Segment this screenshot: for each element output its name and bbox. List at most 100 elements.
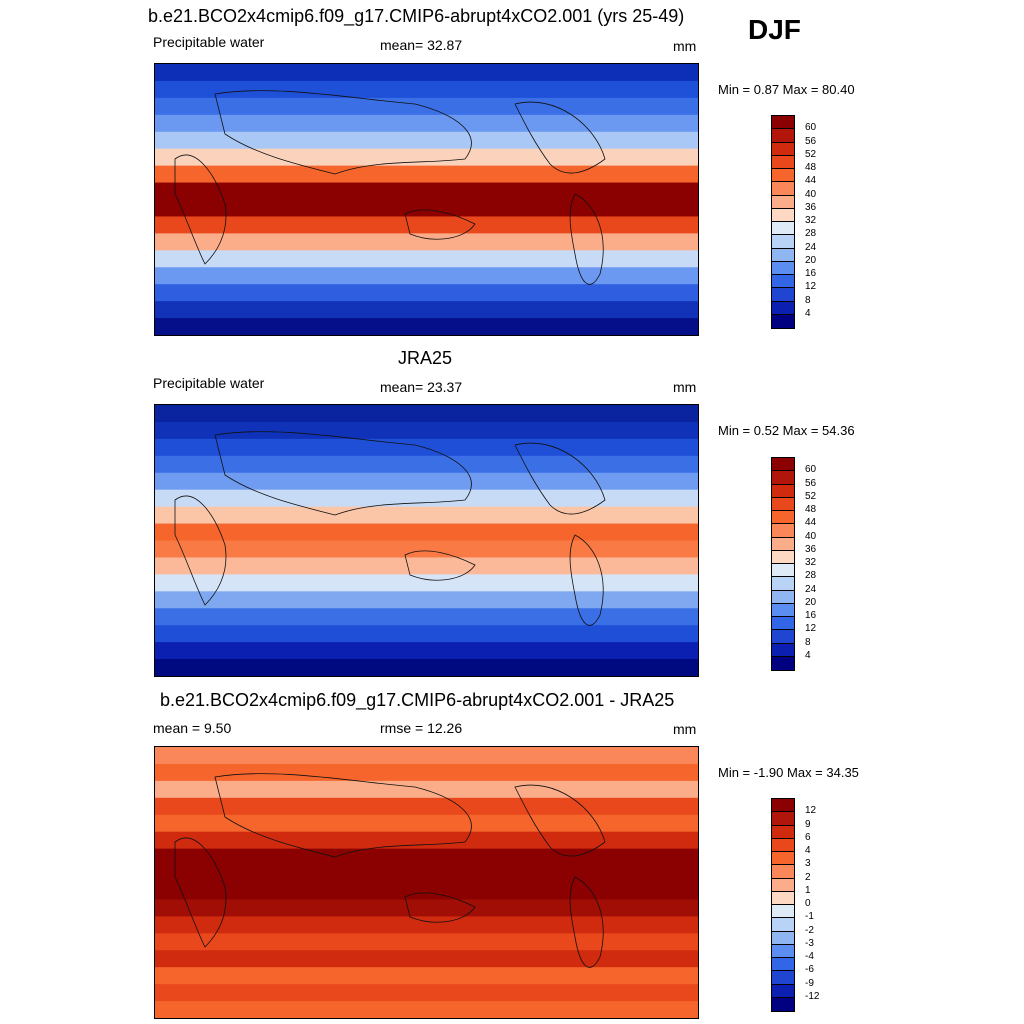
map-band xyxy=(155,233,698,251)
colorbar-swatch xyxy=(772,497,794,511)
map-band xyxy=(155,131,698,150)
colorbar-swatch xyxy=(772,537,794,551)
colorbar-swatch xyxy=(772,288,794,302)
colorbar-tick-label: 6 xyxy=(805,831,811,843)
coastline xyxy=(174,154,227,265)
map-band xyxy=(155,80,698,99)
colorbar-swatch xyxy=(772,918,794,932)
map-band xyxy=(155,797,698,816)
colorbar-tick-label: 4 xyxy=(805,649,811,661)
colorbar-tick-label: 36 xyxy=(805,201,817,213)
map-band xyxy=(155,591,698,609)
panel-1-colorbar xyxy=(771,115,795,329)
colorbar-swatch xyxy=(772,931,794,945)
colorbar-tick-label: 60 xyxy=(805,464,817,476)
colorbar-swatch xyxy=(772,235,794,249)
panel-1-title: b.e21.BCO2x4cmip6.f09_g17.CMIP6-abrupt4x… xyxy=(148,6,685,26)
colorbar-tick-label: -2 xyxy=(805,924,814,936)
panel-2-title: JRA25 xyxy=(398,348,453,368)
colorbar-swatch xyxy=(772,643,794,657)
colorbar-swatch xyxy=(772,630,794,644)
coastline xyxy=(569,193,604,285)
panel-3-map xyxy=(154,746,699,1019)
map-band xyxy=(155,250,698,268)
map-band xyxy=(155,523,698,542)
colorbar-swatch xyxy=(772,261,794,275)
colorbar-swatch xyxy=(772,603,794,617)
map-band xyxy=(155,763,698,782)
panel-2-map xyxy=(154,404,699,677)
panel-1-map xyxy=(154,63,699,336)
colorbar-tick-label: 16 xyxy=(805,268,817,279)
map-band xyxy=(155,216,698,234)
colorbar-tick-label: 3 xyxy=(805,858,811,870)
colorbar-tick-label: 12 xyxy=(805,281,817,293)
colorbar-swatch xyxy=(772,471,794,485)
colorbar-swatch xyxy=(772,208,794,222)
map-band xyxy=(155,882,698,901)
map-band xyxy=(155,421,698,440)
colorbar-swatch xyxy=(772,182,794,196)
colorbar-tick-label: 4 xyxy=(805,845,811,856)
map-band xyxy=(155,848,698,867)
colorbar-swatch xyxy=(772,458,794,472)
colorbar-swatch xyxy=(772,984,794,998)
coastline xyxy=(214,773,472,858)
colorbar-tick-label: -12 xyxy=(805,990,820,1002)
panel-1-map-field xyxy=(155,64,698,335)
map-band xyxy=(155,642,698,660)
colorbar-tick-label: 44 xyxy=(805,175,817,187)
map-band xyxy=(155,916,698,934)
colorbar-swatch xyxy=(772,248,794,262)
coastline xyxy=(404,892,476,923)
panel-3-units: mm xyxy=(673,721,697,737)
colorbar-swatch xyxy=(772,944,794,958)
colorbar-tick-label: 28 xyxy=(805,228,817,240)
coastline xyxy=(514,101,606,174)
colorbar-tick-label: 20 xyxy=(805,254,817,266)
coastline xyxy=(404,209,476,240)
colorbar-tick-label: 32 xyxy=(805,557,817,568)
map-band xyxy=(155,574,698,592)
map-band xyxy=(155,659,698,676)
map-band xyxy=(155,148,698,167)
colorbar-tick-label: 44 xyxy=(805,517,817,529)
season-label: DJF xyxy=(748,14,801,45)
colorbar-tick-label: 52 xyxy=(805,148,817,160)
panel-3-colorbar xyxy=(771,798,795,1012)
colorbar-swatch xyxy=(772,997,794,1011)
colorbar-tick-label: 2 xyxy=(805,871,811,883)
map-band xyxy=(155,182,698,201)
map-band xyxy=(155,967,698,985)
panel-3-mean: mean = 9.50 xyxy=(153,720,232,736)
colorbar-tick-label: 52 xyxy=(805,490,817,502)
colorbar-tick-label: -1 xyxy=(805,911,814,923)
map-band xyxy=(155,405,698,423)
colorbar-swatch xyxy=(772,838,794,852)
panel-1-units: mm xyxy=(673,38,697,54)
panel-2-field-label: Precipitable water xyxy=(153,375,265,391)
map-band xyxy=(155,831,698,850)
colorbar-swatch xyxy=(772,314,794,328)
colorbar-tick-label: -3 xyxy=(805,937,814,949)
map-band xyxy=(155,438,698,457)
panel-1-minmax: Min = 0.87 Max = 80.40 xyxy=(718,82,855,97)
colorbar-tick-label: 1 xyxy=(805,884,811,896)
colorbar-swatch xyxy=(772,550,794,564)
colorbar-swatch xyxy=(772,142,794,156)
colorbar-swatch xyxy=(772,484,794,498)
colorbar-tick-label: 12 xyxy=(805,623,817,635)
panel-2-map-field xyxy=(155,405,698,676)
coastline xyxy=(214,431,472,516)
map-band xyxy=(155,284,698,302)
colorbar-swatch xyxy=(772,852,794,866)
map-band xyxy=(155,489,698,508)
coastline xyxy=(174,495,227,606)
coastline xyxy=(569,876,604,968)
map-band xyxy=(155,455,698,474)
map-band xyxy=(155,97,698,116)
colorbar-swatch xyxy=(772,169,794,183)
colorbar-swatch xyxy=(772,878,794,892)
colorbar-swatch xyxy=(772,590,794,604)
coastline xyxy=(514,442,606,515)
